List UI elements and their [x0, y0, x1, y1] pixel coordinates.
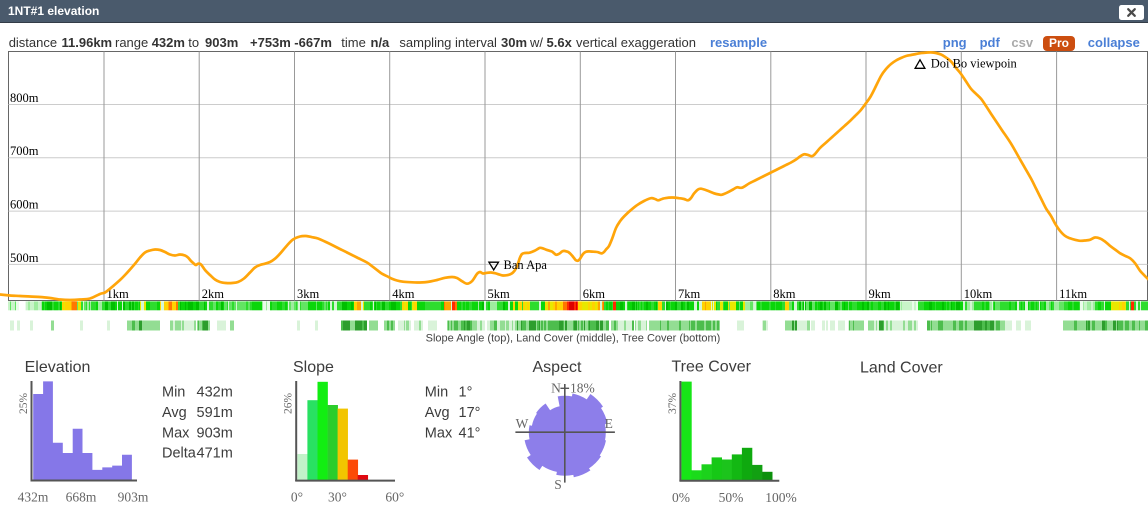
svg-text:Tree Cover: Tree Cover — [672, 358, 752, 375]
svg-text:6km: 6km — [583, 287, 606, 301]
svg-text:Min: Min — [425, 384, 448, 400]
svg-text:800m: 800m — [10, 91, 39, 105]
svg-text:41°: 41° — [459, 425, 481, 441]
svg-text:Elevation: Elevation — [25, 359, 91, 376]
svg-text:W: W — [516, 416, 529, 431]
svg-text:700m: 700m — [10, 144, 39, 158]
svg-text:17°: 17° — [459, 405, 481, 421]
svg-text:Avg: Avg — [425, 405, 450, 421]
svg-text:5km: 5km — [488, 287, 511, 301]
svg-text:18%: 18% — [570, 381, 595, 396]
svg-text:Max: Max — [162, 425, 190, 441]
svg-text:50%: 50% — [719, 490, 744, 505]
svg-text:432m: 432m — [197, 384, 233, 400]
svg-text:60°: 60° — [385, 490, 404, 505]
svg-text:Aspect: Aspect — [533, 359, 582, 376]
svg-text:432m: 432m — [18, 490, 49, 505]
svg-text:2km: 2km — [202, 287, 225, 301]
svg-text:26%: 26% — [283, 393, 295, 415]
svg-text:500m: 500m — [10, 251, 39, 265]
svg-text:0°: 0° — [291, 490, 303, 505]
svg-text:25%: 25% — [18, 393, 30, 415]
svg-text:Land Cover: Land Cover — [860, 360, 943, 377]
svg-text:Ban Apa: Ban Apa — [504, 258, 548, 272]
svg-text:4km: 4km — [392, 287, 415, 301]
svg-text:37%: 37% — [667, 393, 679, 415]
svg-text:Slope Angle (top), Land Cover: Slope Angle (top), Land Cover (middle), … — [426, 333, 721, 345]
svg-text:591m: 591m — [197, 405, 233, 421]
svg-text:0%: 0% — [672, 490, 690, 505]
svg-text:3km: 3km — [297, 287, 320, 301]
svg-text:S: S — [554, 477, 562, 492]
svg-text:100%: 100% — [765, 490, 797, 505]
svg-text:9km: 9km — [869, 287, 892, 301]
svg-text:600m: 600m — [10, 198, 39, 212]
svg-text:30°: 30° — [328, 490, 347, 505]
svg-text:Avg: Avg — [162, 405, 187, 421]
svg-text:Max: Max — [425, 425, 453, 441]
svg-text:Min: Min — [162, 384, 185, 400]
svg-text:10km: 10km — [964, 287, 993, 301]
svg-text:668m: 668m — [66, 490, 97, 505]
svg-text:903m: 903m — [197, 425, 233, 441]
svg-text:471m: 471m — [197, 446, 233, 462]
svg-text:E: E — [605, 416, 613, 431]
svg-text:Delta: Delta — [162, 446, 197, 462]
svg-text:1°: 1° — [459, 384, 473, 400]
svg-text:8km: 8km — [773, 287, 796, 301]
svg-text:1km: 1km — [107, 287, 130, 301]
svg-text:903m: 903m — [118, 490, 149, 505]
svg-text:Doi Bo viewpoin: Doi Bo viewpoin — [931, 57, 1018, 71]
svg-text:7km: 7km — [678, 287, 701, 301]
svg-text:11km: 11km — [1059, 287, 1087, 301]
svg-text:Slope: Slope — [293, 359, 334, 376]
svg-text:N: N — [551, 381, 561, 396]
